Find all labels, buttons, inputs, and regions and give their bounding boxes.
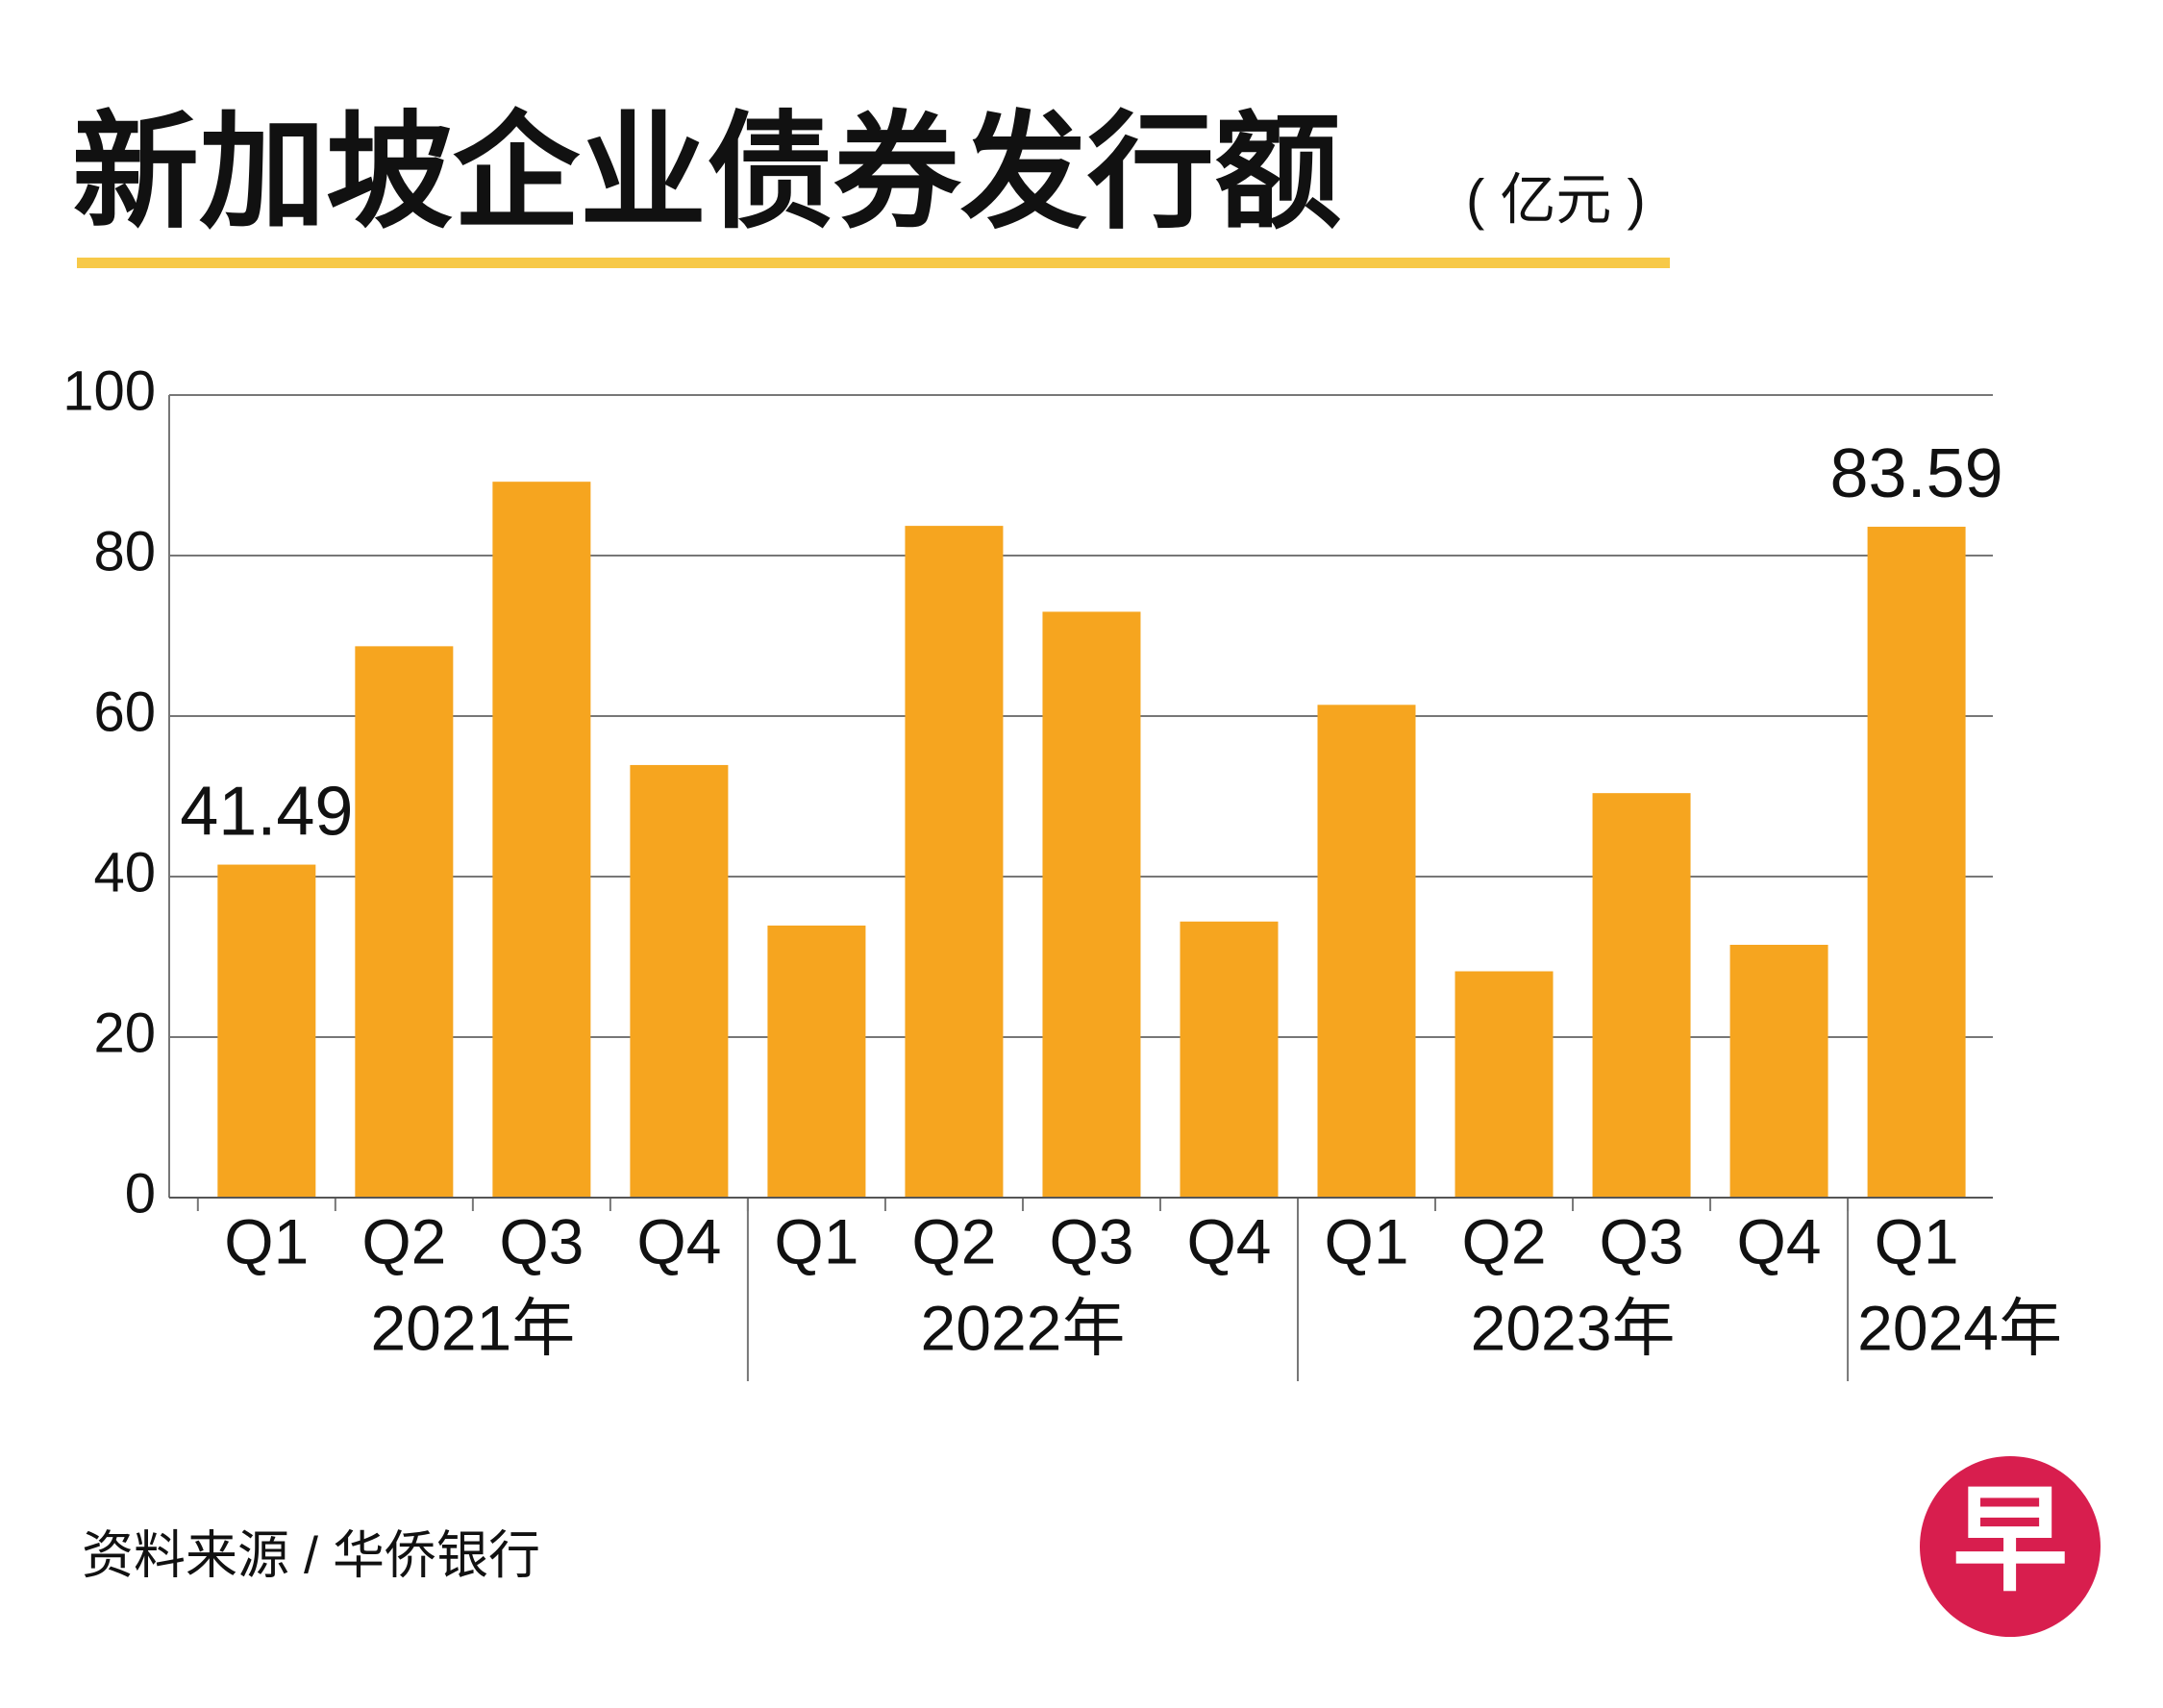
bar xyxy=(217,864,316,1198)
bar xyxy=(630,764,729,1198)
x-tick-label: Q3 xyxy=(1049,1205,1133,1276)
title-underline xyxy=(77,258,1670,268)
y-tick-label: 20 xyxy=(93,1002,156,1064)
group-label: 2024年 xyxy=(1857,1292,2062,1363)
value-label: 83.59 xyxy=(1830,435,2003,512)
bar xyxy=(1454,971,1554,1198)
source: 资料来源 / 华侨银行 xyxy=(82,1526,540,1584)
group-label: 2021年 xyxy=(370,1292,575,1363)
x-tick-label: Q4 xyxy=(1737,1205,1822,1276)
logo: 早 xyxy=(1952,1476,2068,1605)
x-tick-label: Q2 xyxy=(1462,1205,1547,1276)
x-tick-label: Q2 xyxy=(361,1205,446,1276)
bar xyxy=(1180,921,1279,1198)
bar xyxy=(767,925,866,1198)
group-label: 2022年 xyxy=(921,1292,1126,1363)
group-label: 2023年 xyxy=(1471,1292,1676,1363)
x-tick-label: Q1 xyxy=(1875,1205,1959,1276)
x-tick-label: Q4 xyxy=(636,1205,721,1276)
unit-label: ( 亿元 ) xyxy=(1466,168,1646,231)
x-tick-label: Q4 xyxy=(1186,1205,1271,1276)
x-tick-label: Q1 xyxy=(774,1205,858,1276)
chart-title: 新加坡企业债券发行额 xyxy=(72,102,1341,243)
y-tick-label: 80 xyxy=(93,520,156,582)
bar xyxy=(355,646,454,1198)
bar xyxy=(1317,705,1416,1198)
x-tick-label: Q1 xyxy=(1324,1205,1408,1276)
bar xyxy=(1042,611,1141,1198)
bar xyxy=(1729,944,1828,1198)
value-label: 41.49 xyxy=(180,774,353,851)
x-tick-label: Q3 xyxy=(1600,1205,1684,1276)
y-tick-label: 0 xyxy=(125,1162,156,1225)
y-tick-label: 100 xyxy=(62,359,156,422)
bar xyxy=(492,482,591,1198)
y-tick-label: 40 xyxy=(93,841,156,904)
x-tick-label: Q1 xyxy=(224,1205,309,1276)
bar xyxy=(905,526,1004,1198)
logo-circle xyxy=(1920,1456,2101,1637)
bar xyxy=(1592,793,1691,1198)
x-tick-label: Q3 xyxy=(499,1205,584,1276)
y-tick-label: 60 xyxy=(93,681,156,743)
bar xyxy=(1867,527,1966,1198)
x-tick-label: Q2 xyxy=(911,1205,996,1276)
